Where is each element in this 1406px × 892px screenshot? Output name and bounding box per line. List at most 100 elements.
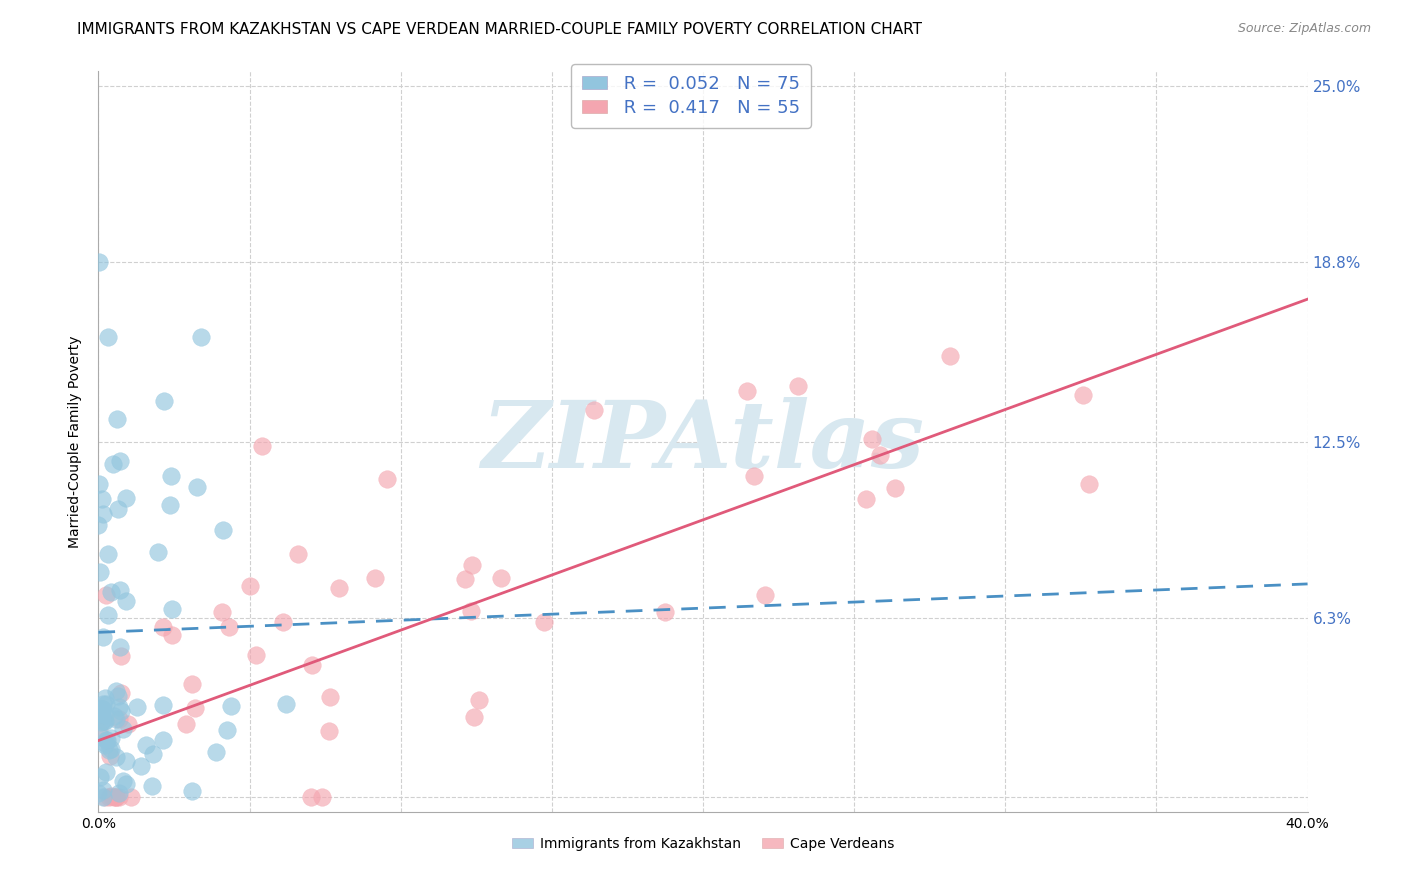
Point (91, 789, 114, 804)
Point (114, 594, 136, 608)
Point (735, 384, 758, 398)
Point (215, 723, 238, 737)
Point (98, 749, 121, 764)
Point (884, 481, 907, 495)
Point (274, 697, 297, 711)
Point (287, 547, 309, 561)
Point (108, 786, 131, 800)
Point (108, 699, 131, 714)
Point (97, 547, 120, 561)
Point (461, 558, 484, 573)
Point (152, 698, 174, 712)
Point (375, 472, 398, 486)
Point (105, 683, 128, 698)
Point (533, 615, 555, 629)
Point (252, 439, 274, 453)
Point (654, 605, 676, 619)
Point (460, 604, 482, 618)
Point (212, 523, 235, 537)
Point (97, 742, 120, 756)
Point (190, 330, 212, 344)
Point (110, 704, 132, 718)
Point (181, 784, 204, 798)
Point (299, 790, 322, 805)
Point (94, 790, 117, 805)
Point (100, 584, 122, 599)
Point (245, 648, 267, 662)
Point (94, 707, 117, 722)
Point (239, 579, 262, 593)
Point (96, 608, 118, 623)
Point (107, 690, 129, 704)
Point (108, 640, 131, 654)
Point (87, 786, 110, 800)
Point (135, 738, 157, 752)
Point (582, 403, 605, 417)
Point (174, 717, 197, 731)
Point (104, 790, 127, 805)
Point (112, 773, 135, 788)
Point (152, 393, 174, 408)
Point (103, 708, 125, 723)
Point (89, 729, 111, 743)
Y-axis label: Married-Couple Family Poverty: Married-Couple Family Poverty (69, 335, 83, 548)
Point (115, 754, 138, 768)
Point (127, 699, 149, 714)
Point (94, 733, 117, 747)
Point (94, 736, 117, 750)
Point (328, 582, 350, 596)
Point (100, 731, 122, 745)
Point (103, 790, 125, 805)
Point (489, 570, 512, 584)
Point (1078, 477, 1101, 491)
Point (129, 759, 152, 773)
Point (218, 620, 240, 634)
Point (104, 790, 127, 805)
Point (87, 254, 110, 268)
Point (97, 330, 120, 344)
Point (98, 790, 121, 805)
Point (96, 732, 118, 747)
Point (87, 518, 110, 533)
Point (141, 779, 163, 793)
Point (89, 566, 111, 580)
Point (93, 690, 115, 705)
Point (152, 620, 174, 634)
Point (184, 701, 207, 715)
Point (101, 457, 124, 471)
Point (939, 349, 962, 363)
Point (152, 732, 174, 747)
Text: Source: ZipAtlas.com: Source: ZipAtlas.com (1237, 22, 1371, 36)
Point (87, 477, 110, 491)
Point (159, 498, 181, 512)
Point (108, 790, 131, 805)
Point (90, 714, 112, 728)
Point (104, 712, 127, 726)
Point (100, 789, 122, 804)
Point (744, 468, 766, 483)
Text: IMMIGRANTS FROM KAZAKHSTAN VS CAPE VERDEAN MARRIED-COUPLE FAMILY POVERTY CORRELA: IMMIGRANTS FROM KAZAKHSTAN VS CAPE VERDE… (77, 22, 922, 37)
Point (104, 749, 127, 764)
Point (96, 764, 118, 779)
Point (90, 702, 112, 716)
Point (87, 724, 110, 739)
Point (271, 615, 294, 629)
Point (860, 432, 883, 446)
Point (869, 448, 891, 462)
Point (94, 738, 117, 752)
Point (89, 770, 111, 784)
Point (110, 686, 132, 700)
Point (91, 491, 114, 506)
Point (186, 480, 208, 494)
Point (301, 658, 323, 673)
Point (160, 628, 183, 642)
Point (108, 454, 131, 468)
Point (90, 715, 112, 730)
Point (1071, 388, 1094, 402)
Point (90, 702, 112, 716)
Point (91, 508, 114, 522)
Point (364, 570, 387, 584)
Point (110, 582, 132, 597)
Point (93, 697, 115, 711)
Point (319, 690, 342, 705)
